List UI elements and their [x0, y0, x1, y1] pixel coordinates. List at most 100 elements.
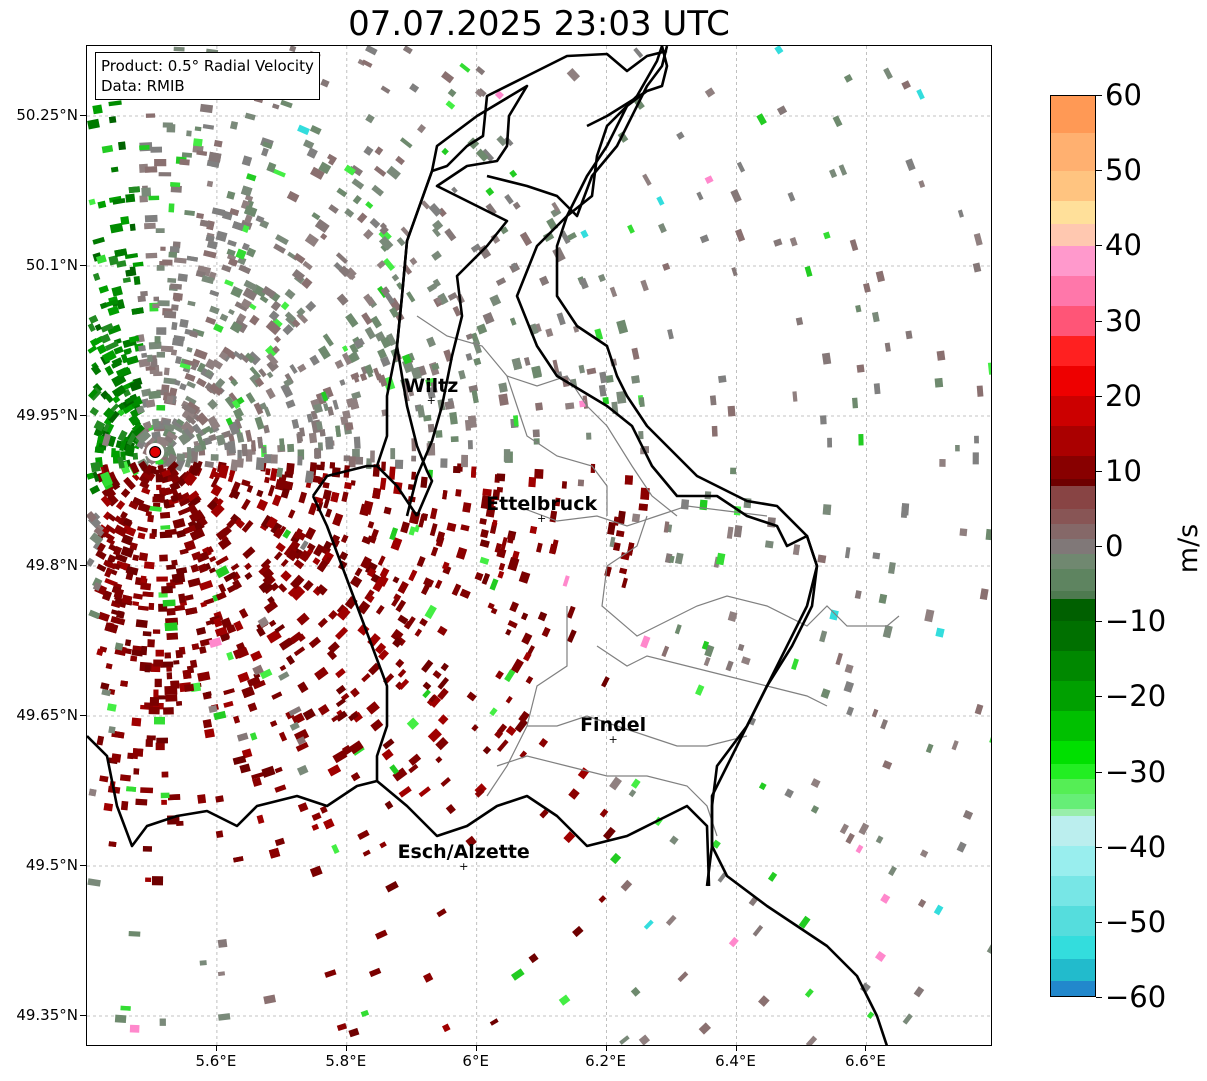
echo-cell	[304, 470, 315, 484]
echo-cell	[286, 190, 300, 203]
echo-cell	[145, 113, 156, 118]
echo-cell	[241, 520, 254, 533]
echo-cell	[440, 458, 448, 468]
echo-cell	[973, 233, 983, 246]
echo-cell	[114, 642, 124, 651]
echo-cell	[149, 697, 159, 706]
echo-cell	[348, 711, 359, 722]
echo-cell	[331, 843, 340, 855]
echo-cell	[132, 452, 139, 460]
echo-cell	[151, 418, 160, 428]
echo-cell	[120, 488, 131, 498]
lon-tick-mark	[215, 1046, 217, 1051]
echo-cell	[172, 292, 183, 301]
echo-cell	[266, 162, 277, 173]
echo-cell	[99, 302, 108, 310]
echo-cell	[285, 399, 296, 409]
echo-cell	[277, 583, 288, 593]
echo-cell	[113, 346, 124, 355]
echo-cell	[323, 540, 333, 550]
colorbar-band	[1051, 96, 1095, 137]
echo-cell	[87, 557, 95, 567]
echo-cell	[140, 575, 147, 585]
echo-cell	[88, 314, 99, 324]
echo-cell	[249, 366, 262, 379]
echo-cell	[804, 265, 813, 278]
echo-cell	[87, 322, 96, 332]
echo-cell	[379, 477, 387, 491]
echo-cell	[103, 407, 115, 420]
echo-cell	[663, 521, 670, 533]
echo-cell	[123, 476, 136, 490]
colorbar-band	[1051, 508, 1095, 527]
echo-cell	[286, 549, 299, 562]
echo-cell	[111, 616, 126, 626]
echo-cell	[184, 209, 195, 216]
echo-cell	[160, 246, 166, 251]
echo-cell	[200, 440, 207, 451]
radar-map[interactable]: + Wiltz + Ettelbruck + Findel + Esch/Alzette Pr…	[86, 45, 992, 1046]
data-source-label: Data: RMIB	[101, 77, 185, 95]
echo-cell	[431, 250, 442, 261]
echo-cell	[102, 531, 115, 542]
echo-cell	[226, 584, 237, 594]
echo-cell	[568, 788, 580, 800]
colorbar-band	[1051, 538, 1095, 557]
echo-cell	[290, 586, 306, 601]
city-marker: +Findel	[580, 714, 646, 746]
echo-cell	[537, 611, 548, 622]
echo-cell	[179, 158, 190, 166]
echo-cell	[810, 805, 820, 814]
echo-cell	[441, 561, 450, 571]
echo-cell	[336, 1022, 348, 1032]
echo-cell	[208, 637, 222, 648]
echo-cell	[135, 619, 148, 629]
echo-cell	[261, 765, 276, 778]
echo-cell	[349, 575, 363, 588]
echo-cell	[244, 214, 253, 224]
echo-cell	[230, 286, 243, 299]
echo-cell	[115, 560, 129, 571]
echo-cell	[704, 87, 716, 98]
echo-cell	[332, 749, 348, 764]
echo-cell	[427, 728, 442, 743]
echo-cell	[256, 498, 269, 512]
echo-cell	[241, 242, 250, 251]
echo-cell	[122, 525, 137, 537]
echo-cell	[874, 950, 886, 962]
echo-cell	[170, 304, 179, 311]
echo-cell	[435, 756, 443, 764]
echo-cell	[758, 782, 767, 791]
colorbar-tick-mark	[1096, 921, 1102, 923]
echo-cell	[304, 233, 319, 248]
echo-cell	[195, 551, 210, 563]
echo-cell	[437, 625, 448, 636]
echo-cell	[156, 695, 167, 700]
echo-cell	[436, 908, 447, 918]
echo-cell	[128, 500, 139, 510]
echo-cell	[605, 374, 614, 383]
echo-cell	[343, 455, 351, 462]
echo-cell	[316, 421, 323, 431]
echo-cell	[379, 222, 388, 230]
echo-cell	[633, 47, 644, 59]
echo-cell	[601, 676, 610, 688]
echo-cell	[241, 686, 255, 699]
echo-cell	[153, 689, 159, 698]
echo-cell	[87, 472, 95, 480]
echo-cell	[138, 345, 146, 352]
echo-cell	[87, 118, 100, 130]
echo-cell	[120, 216, 130, 225]
echo-cell	[727, 611, 738, 622]
colorbar-band	[1051, 336, 1095, 369]
echo-cell	[144, 222, 156, 230]
echo-cell	[479, 539, 490, 548]
echo-cell	[507, 556, 520, 572]
lat-tick-label: 49.35°N	[16, 1006, 78, 1024]
echo-cell	[306, 413, 314, 423]
echo-cell	[139, 144, 150, 151]
echo-cell	[164, 652, 172, 659]
echo-cell	[189, 528, 206, 541]
echo-cell	[156, 265, 165, 271]
echo-cell	[148, 341, 162, 350]
